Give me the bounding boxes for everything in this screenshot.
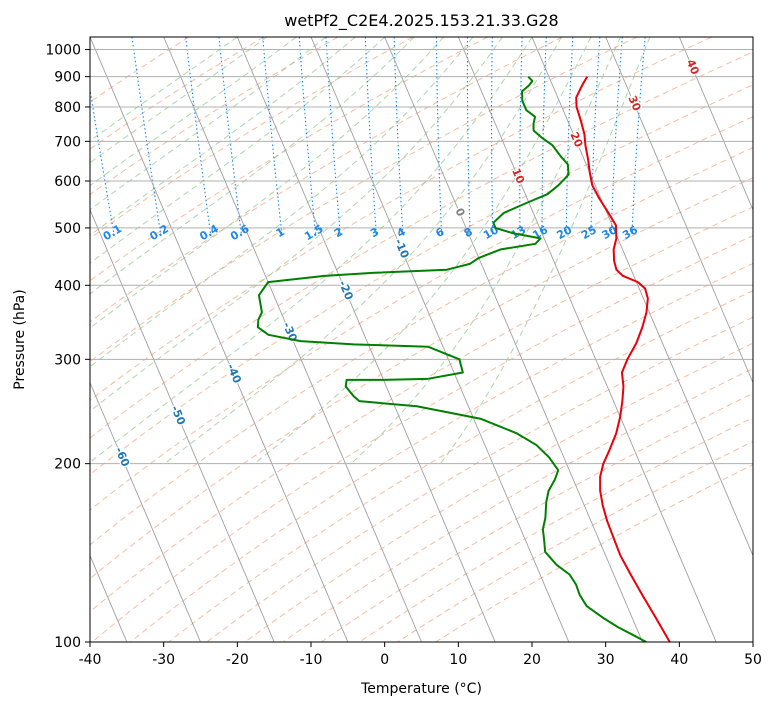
- y-tick-label: 400: [54, 278, 81, 294]
- x-tick-label: 10: [449, 652, 467, 668]
- plot-frame: [89, 36, 754, 643]
- dry-adiabat: [90, 206, 753, 613]
- moist-adiabat: [90, 37, 533, 464]
- y-tick-label: 900: [54, 70, 81, 86]
- y-tick-label: 500: [54, 221, 81, 237]
- x-axis-label: Temperature (°C): [360, 681, 482, 697]
- x-tick-label: -40: [79, 652, 102, 668]
- mixing-ratio-line: [435, 37, 443, 236]
- mixing-ratio-line: [325, 37, 341, 236]
- y-tick-label: 300: [54, 352, 81, 368]
- isotherm-line: [236, 37, 496, 642]
- mixing-ratio-line: [519, 37, 523, 236]
- isotherm-line: [457, 37, 717, 642]
- isotherm-line: [605, 37, 753, 384]
- dry-adiabat: [90, 37, 339, 196]
- mixing-ratio-line: [565, 37, 574, 236]
- moist-adiabat: [90, 37, 356, 236]
- moist-adiabat: [90, 37, 503, 412]
- dry-adiabat: [90, 84, 753, 476]
- x-tick-label: 20: [523, 652, 541, 668]
- dry-adiabat: [90, 37, 563, 323]
- moist-adiabat: [440, 37, 651, 464]
- y-tick-label: 200: [54, 457, 81, 473]
- x-tick-label: -30: [152, 652, 175, 668]
- x-tick-label: 0: [380, 652, 389, 668]
- mixing-ratio-line: [298, 37, 317, 236]
- x-tick-label: 40: [670, 652, 688, 668]
- y-tick-label: 1000: [45, 43, 81, 59]
- moist-adiabat: [90, 37, 444, 329]
- dry-adiabat: [90, 37, 414, 239]
- x-axis: -40 -30 -20 -10 0 10 20 30 40 50: [79, 642, 762, 668]
- profiles: [256, 75, 671, 642]
- mixing-ratio-line: [541, 37, 547, 236]
- dry-adiabat: [168, 290, 753, 642]
- isotherm-line: [678, 37, 753, 212]
- moist-adiabat: [164, 37, 562, 465]
- mixing-ratio-line: [393, 37, 404, 236]
- isotherm-line: [90, 381, 201, 642]
- temperature-profile: [575, 76, 671, 642]
- chart-title: wetPf2_C2E4.2025.153.21.33.G28: [284, 11, 558, 31]
- isotherm-line: [310, 37, 570, 642]
- x-tick-label: 30: [597, 652, 615, 668]
- dry-adiabat: [130, 262, 753, 642]
- y-axis-label: Pressure (hPa): [12, 289, 28, 389]
- x-tick-label: 50: [744, 652, 762, 668]
- moist-adiabat: [90, 37, 268, 164]
- mixing-ratio-line: [185, 37, 212, 236]
- y-axis: 1000 900 800 700 600 500 400 300 200 100: [45, 43, 90, 651]
- dry-adiabat: [90, 51, 753, 439]
- moist-adiabat: [350, 37, 621, 465]
- plot-area: -100-90-80-70-60-50-40-30-20-10010203040…: [90, 37, 753, 642]
- mixing-ratio-line: [590, 37, 601, 236]
- isotherm-label: 10: [509, 166, 527, 185]
- isotherm-line: [90, 208, 275, 642]
- moist-adiabat: [90, 37, 238, 142]
- x-tick-label: -10: [300, 652, 323, 668]
- mixing-ratio-line: [262, 37, 283, 236]
- isotherm-line: [531, 37, 753, 557]
- moist-adiabat: [90, 37, 297, 187]
- moist-adiabat: [90, 37, 386, 264]
- mixing-ratio-line: [90, 85, 115, 236]
- moist-adiabats: [90, 37, 651, 465]
- dry-adiabat: [90, 116, 753, 511]
- mixing-ratio-line: [364, 37, 377, 236]
- dewpoint-profile: [256, 75, 647, 642]
- moist-adiabat: [90, 37, 474, 368]
- moist-adiabat: [253, 37, 592, 465]
- dry-adiabat: [206, 316, 753, 642]
- y-tick-label: 600: [54, 174, 81, 190]
- mixing-ratio-line: [491, 37, 494, 236]
- isotherms: [90, 37, 753, 642]
- mixing-ratio-line: [131, 37, 162, 236]
- y-tick-label: 700: [54, 134, 81, 150]
- mixing-ratio-line: [631, 37, 646, 236]
- dry-adiabat: [90, 37, 638, 363]
- mixing-ratio-line: [466, 37, 471, 236]
- y-tick-label: 800: [54, 100, 81, 116]
- isotherm-line: [384, 37, 643, 642]
- pressure-gridlines: [90, 49, 753, 642]
- x-tick-label: -20: [226, 652, 249, 668]
- y-tick-label: 100: [54, 635, 81, 651]
- dry-adiabat: [91, 234, 753, 642]
- moist-adiabat: [90, 37, 327, 211]
- moist-adiabat: [90, 37, 415, 295]
- mixing-ratio-line: [218, 37, 243, 236]
- isotherm-line: [90, 37, 349, 642]
- dry-adiabat: [90, 146, 753, 546]
